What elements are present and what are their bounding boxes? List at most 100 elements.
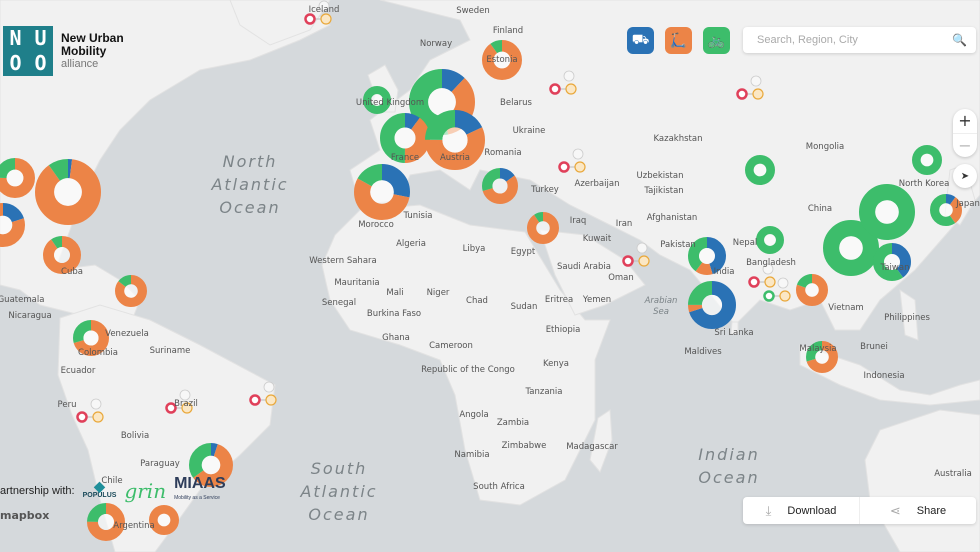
city-marker-cluster[interactable] [304,0,332,25]
donut-segment-green [822,220,879,277]
bus-bike-icon: ⛟ [631,31,650,48]
zoom-in-button[interactable]: + [958,111,972,131]
city-donut[interactable] [482,167,519,204]
sri-lanka [730,321,739,335]
locate-button[interactable]: ➤ [953,164,977,188]
donut-center [839,236,863,260]
city-donut[interactable] [73,319,110,356]
donut-center [428,88,456,116]
donut-center [536,221,550,235]
donut-center [805,283,819,297]
city-donut[interactable] [481,40,522,81]
south-america [57,304,276,552]
donut-center [753,163,767,177]
city-donut[interactable] [912,145,943,176]
operator-icon [563,70,575,82]
madagascar [589,409,613,473]
donut-segment-green [912,145,943,176]
city-marker-cluster[interactable] [558,148,586,173]
search-icon[interactable]: 🔍 [952,33,967,47]
city-donut[interactable] [687,280,736,329]
city-donut[interactable] [0,158,36,198]
donut-segment-orange [149,504,180,535]
filter-scooter-button[interactable]: 🛴 [665,27,692,54]
city-donut[interactable] [189,442,234,487]
donut-center [0,215,13,235]
filter-bike-button[interactable]: 🚲 [703,27,730,54]
city-marker-cluster[interactable] [748,263,776,288]
donut-center [124,284,138,298]
miaas-logo[interactable]: MIAAS Mobility as a Service [174,475,226,502]
city-marker-cluster[interactable] [76,398,104,423]
donut-segment-green [353,164,410,221]
city-marker-cluster[interactable] [763,277,791,302]
logo-text: New Urban Mobility alliance [61,31,124,71]
city-marker-cluster[interactable] [736,75,764,100]
city-donut[interactable] [872,242,911,281]
city-donut[interactable] [929,193,962,226]
donut-center [884,254,900,270]
donut-center [764,234,776,246]
city-donut[interactable] [796,273,829,306]
city-donut[interactable] [149,504,180,535]
mapbox-attribution[interactable]: mapbox [0,509,50,522]
sea-label-arabian: Arabian Sea [644,296,678,317]
operator-icon [179,389,191,401]
city-marker-cluster[interactable] [165,389,193,414]
ocean-label-indian: Indian Ocean [698,445,760,487]
operator-icon [636,242,648,254]
city-marker-cluster[interactable] [249,381,277,406]
city-marker-cluster[interactable] [549,70,577,95]
arabia [539,229,646,316]
download-button[interactable]: ⤓ Download [743,497,859,524]
donut-center [371,94,383,106]
donut-center [939,203,953,217]
city-donut[interactable] [858,184,915,241]
donut-segment-green [858,184,915,241]
logo-mark: N U O O [3,26,53,76]
donut-segment-orange [687,236,726,275]
city-donut[interactable] [42,235,81,274]
donut-center [98,514,114,530]
donut-segment-green [189,442,234,487]
filter-multimodal-button[interactable]: ⛟ [627,27,654,54]
share-button[interactable]: ⋖ Share [859,497,976,524]
operator-ring [748,276,760,288]
partnership-bar: artnership with: ◆ POPULUS grin MIAAS Mobi… [0,475,226,505]
city-donut[interactable] [87,502,126,541]
city-donut[interactable] [526,211,559,244]
operator-icon [572,148,584,160]
donut-segment-green [687,236,726,275]
city-marker-cluster[interactable] [622,242,650,267]
city-donut[interactable] [806,340,839,373]
city-donut[interactable] [755,226,784,255]
city-donut[interactable] [115,275,148,308]
actions-bar: ⤓ Download ⋖ Share [743,497,976,524]
donut-segment-orange [380,113,430,163]
donut-segment-green [526,211,559,244]
populus-logo[interactable]: ◆ POPULUS [82,478,117,499]
search-input[interactable] [755,33,952,47]
donut-segment-green [745,155,776,186]
grin-logo[interactable]: grin [124,479,167,503]
zoom-out-button[interactable]: − [953,132,977,158]
city-donut[interactable] [353,164,410,221]
operator-icon [638,255,650,267]
city-donut[interactable] [687,236,726,275]
city-donut[interactable] [822,220,879,277]
city-donut[interactable] [362,86,391,115]
city-donut[interactable] [35,158,102,226]
operator-icon [565,83,577,95]
africa [321,204,611,506]
donut-segment-green [929,193,962,226]
city-donut[interactable] [745,155,776,186]
city-donut[interactable] [0,203,26,247]
operator-ring [763,290,775,302]
numo-logo[interactable]: N U O O New Urban Mobility alliance [3,26,124,76]
operator-icon [764,276,776,288]
city-donut[interactable] [424,109,485,170]
city-donut[interactable] [380,113,430,163]
donut-center [157,513,171,527]
donut-center [54,178,82,206]
